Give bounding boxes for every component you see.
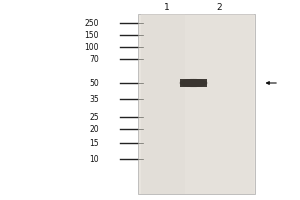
Text: 25: 25: [89, 112, 99, 121]
Text: 1: 1: [164, 2, 169, 11]
Bar: [138, 14, 255, 194]
Text: 50: 50: [89, 78, 99, 88]
Text: 15: 15: [89, 138, 99, 147]
Text: 35: 35: [89, 95, 99, 104]
Ellipse shape: [179, 79, 208, 87]
Text: 10: 10: [89, 154, 99, 164]
Bar: [184, 14, 254, 194]
Text: 20: 20: [89, 124, 99, 134]
Text: 2: 2: [216, 2, 222, 11]
Text: 150: 150: [85, 30, 99, 40]
Bar: [141, 14, 184, 194]
Text: 70: 70: [89, 54, 99, 64]
Bar: [180, 79, 207, 87]
Text: 100: 100: [85, 43, 99, 51]
Text: 250: 250: [85, 19, 99, 27]
